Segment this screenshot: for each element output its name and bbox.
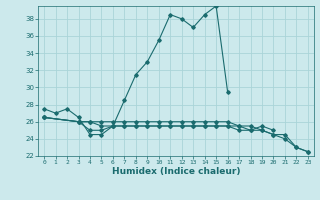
- X-axis label: Humidex (Indice chaleur): Humidex (Indice chaleur): [112, 167, 240, 176]
